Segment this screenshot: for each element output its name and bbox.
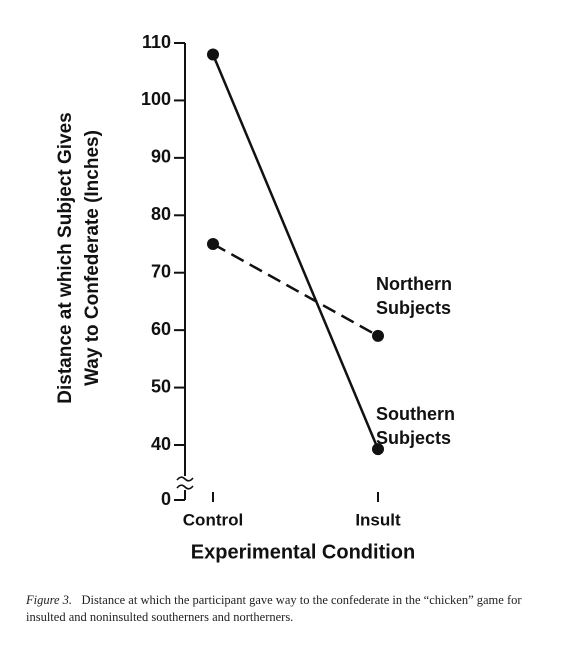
- point: [372, 443, 384, 456]
- series-line: [211, 54, 380, 450]
- point: [207, 238, 219, 250]
- y-tick-label: 60: [151, 319, 171, 339]
- point: [372, 329, 384, 342]
- y-tick-label: 40: [151, 434, 171, 454]
- y-tick-label: 70: [151, 261, 171, 281]
- point: [207, 48, 219, 61]
- series-label-line: Southern: [376, 404, 455, 424]
- series-line: [212, 242, 379, 337]
- y-tick-label: 0: [161, 489, 171, 509]
- series-label: Northern Subjects: [376, 274, 452, 318]
- x-tick-label: Control: [183, 510, 243, 529]
- series-label: Southern Subjects: [376, 404, 455, 448]
- y-axis-label: Way to Confederate (Inches): [82, 130, 103, 386]
- y-tick-label: 110: [142, 32, 171, 52]
- series-label-line: Subjects: [376, 428, 451, 448]
- y-tick-label: 50: [151, 376, 171, 396]
- y-tick-label: 80: [151, 204, 171, 224]
- caption-text: Distance at which the participant gave w…: [26, 593, 522, 624]
- axis-break: [176, 476, 194, 490]
- y-axis-label: Distance at which Subject Gives: [55, 112, 76, 403]
- x-tick-label: Insult: [355, 510, 401, 529]
- series-label-line: Subjects: [376, 298, 451, 318]
- caption-label: Figure 3.: [26, 593, 73, 607]
- x-axis-label: Experimental Condition: [191, 541, 415, 563]
- y-tick-label: 90: [151, 147, 171, 167]
- y-tick-label: 100: [141, 89, 171, 109]
- caption: Figure 3. Distance at which the particip…: [26, 592, 526, 626]
- chart: Distance at which Subject Gives Way to C…: [55, 32, 455, 564]
- series-label-line: Northern: [376, 274, 452, 294]
